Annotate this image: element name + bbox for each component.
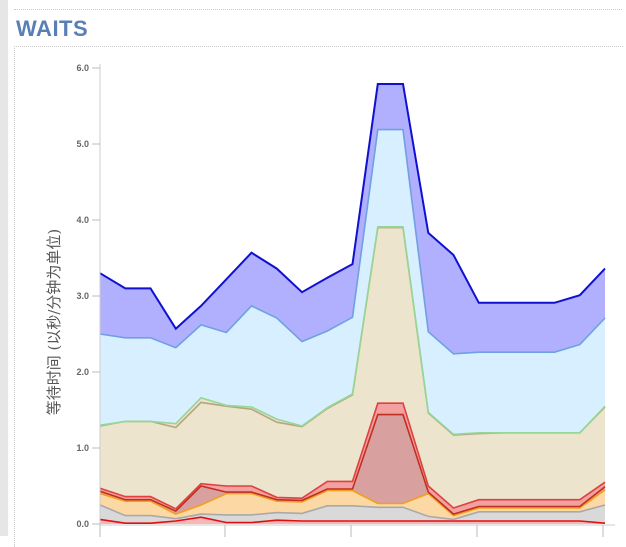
area-series-1 xyxy=(100,505,605,524)
y-tick-label: 5.0 xyxy=(76,139,89,149)
y-tick-label: 3.0 xyxy=(76,291,89,301)
chart-areas xyxy=(99,83,606,525)
y-tick-label: 6.0 xyxy=(76,63,89,73)
y-tick-label: 4.0 xyxy=(76,215,89,225)
area-series-0 xyxy=(100,517,605,524)
area-series-8 xyxy=(100,84,605,354)
chart-panel: 等待时间 (以秒/分钟为单位) 0.0 1.0 2.0 3.0 4.0 5.0 6.0 xyxy=(14,46,623,547)
line-series-8 xyxy=(99,83,606,331)
section-title: WAITS xyxy=(16,16,89,41)
line-series-6 xyxy=(99,226,606,436)
line-series-1 xyxy=(99,504,606,521)
y-axis-label: 等待时间 (以秒/分钟为单位) xyxy=(45,229,63,416)
area-series-7 xyxy=(100,129,605,435)
y-tick-label: 0.0 xyxy=(76,519,89,529)
y-tick-label: 2.0 xyxy=(76,367,89,377)
left-rail xyxy=(0,0,8,536)
line-series-0 xyxy=(99,516,606,525)
line-series-7 xyxy=(99,128,606,355)
waits-chart: 等待时间 (以秒/分钟为单位) 0.0 1.0 2.0 3.0 4.0 5.0 6.0 xyxy=(45,63,615,537)
y-tick-label: 1.0 xyxy=(76,443,89,453)
line-series-3 xyxy=(99,413,606,515)
top-divider xyxy=(14,9,622,10)
y-axis: 等待时间 (以秒/分钟为单位) 0.0 1.0 2.0 3.0 4.0 5.0 6.0 xyxy=(45,63,615,537)
line-series-2 xyxy=(99,489,606,517)
line-series-4 xyxy=(99,402,606,510)
area-series-5 xyxy=(100,227,605,509)
area-series-2 xyxy=(100,489,605,520)
